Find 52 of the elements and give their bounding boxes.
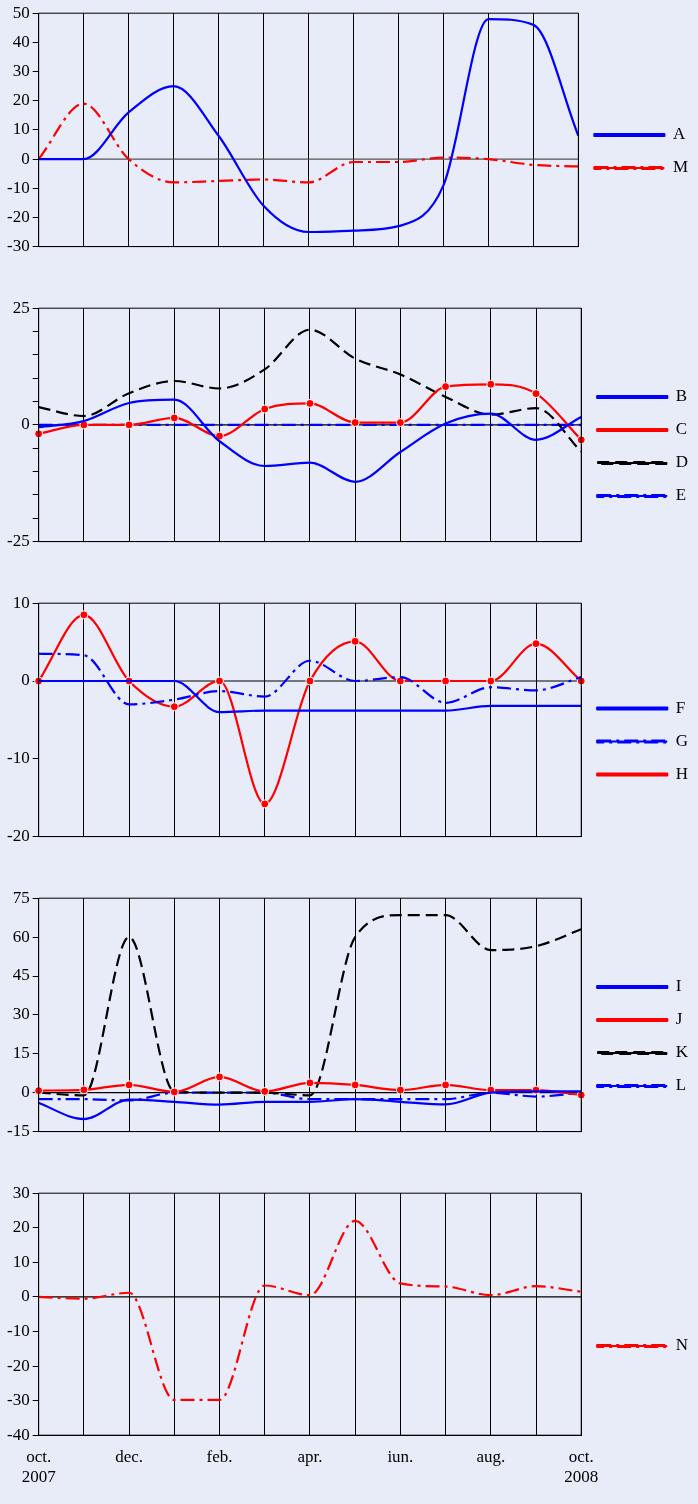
y-tick-label: -20 xyxy=(6,206,30,226)
y-tick-label: -20 xyxy=(6,826,30,846)
y-tick-label: 75 xyxy=(12,887,30,907)
legend-label: F xyxy=(675,697,686,717)
y-tick-label: -10 xyxy=(6,748,30,768)
legend-label: E xyxy=(675,485,687,505)
y-tick-label: -30 xyxy=(6,1390,30,1410)
y-tick-label: 50 xyxy=(12,2,30,22)
x-tick-label: oct. 2007 xyxy=(21,1446,57,1487)
x-tick-label: iun. xyxy=(387,1446,414,1466)
x-tick-label: dec. xyxy=(115,1446,144,1466)
legend-label: G xyxy=(675,730,688,750)
y-tick-label: 40 xyxy=(12,31,30,51)
y-tick-label: 10 xyxy=(12,119,30,139)
y-tick-label: -10 xyxy=(6,1320,30,1340)
y-tick-label: 30 xyxy=(12,1004,30,1024)
y-tick-label: -30 xyxy=(6,236,30,256)
legend-label: K xyxy=(675,1042,689,1062)
y-tick-label: 15 xyxy=(12,1043,30,1063)
y-tick-label: 30 xyxy=(12,1182,30,1202)
y-tick-label: 0 xyxy=(21,148,30,168)
y-tick-label: 10 xyxy=(12,1251,30,1271)
x-tick-label: feb. xyxy=(206,1446,233,1466)
x-tick-label: apr. xyxy=(297,1446,323,1466)
y-tick-label: 10 xyxy=(12,592,30,612)
y-tick-label: 0 xyxy=(21,1286,30,1306)
legend-label: D xyxy=(675,452,688,472)
legend-label: L xyxy=(675,1075,687,1095)
legend-label: M xyxy=(672,157,689,177)
legend-label: A xyxy=(672,124,686,144)
x-tick-label: oct. 2008 xyxy=(564,1446,599,1487)
y-tick-label: 0 xyxy=(21,670,30,690)
y-tick-label: 45 xyxy=(12,965,30,985)
y-tick-label: 20 xyxy=(12,1217,30,1237)
y-tick-label: -40 xyxy=(6,1424,30,1444)
y-tick-label: -20 xyxy=(6,1355,30,1375)
legend-label: B xyxy=(675,386,688,406)
x-tick-label: aug. xyxy=(476,1446,506,1466)
y-tick-label: -15 xyxy=(6,1121,30,1141)
y-tick-label: -10 xyxy=(6,177,30,197)
y-tick-label: 25 xyxy=(12,297,30,317)
legend-label: N xyxy=(675,1335,688,1355)
legend-label: I xyxy=(675,976,682,996)
y-tick-label: 30 xyxy=(12,61,30,81)
legend-label: J xyxy=(675,1009,683,1029)
legend-label: C xyxy=(675,419,688,439)
y-tick-label: 0 xyxy=(21,1082,30,1102)
legend-label: H xyxy=(675,763,688,783)
y-tick-label: 20 xyxy=(12,90,30,110)
y-tick-label: 0 xyxy=(21,414,30,434)
y-tick-label: 60 xyxy=(12,926,30,946)
y-tick-label: -25 xyxy=(6,531,30,551)
